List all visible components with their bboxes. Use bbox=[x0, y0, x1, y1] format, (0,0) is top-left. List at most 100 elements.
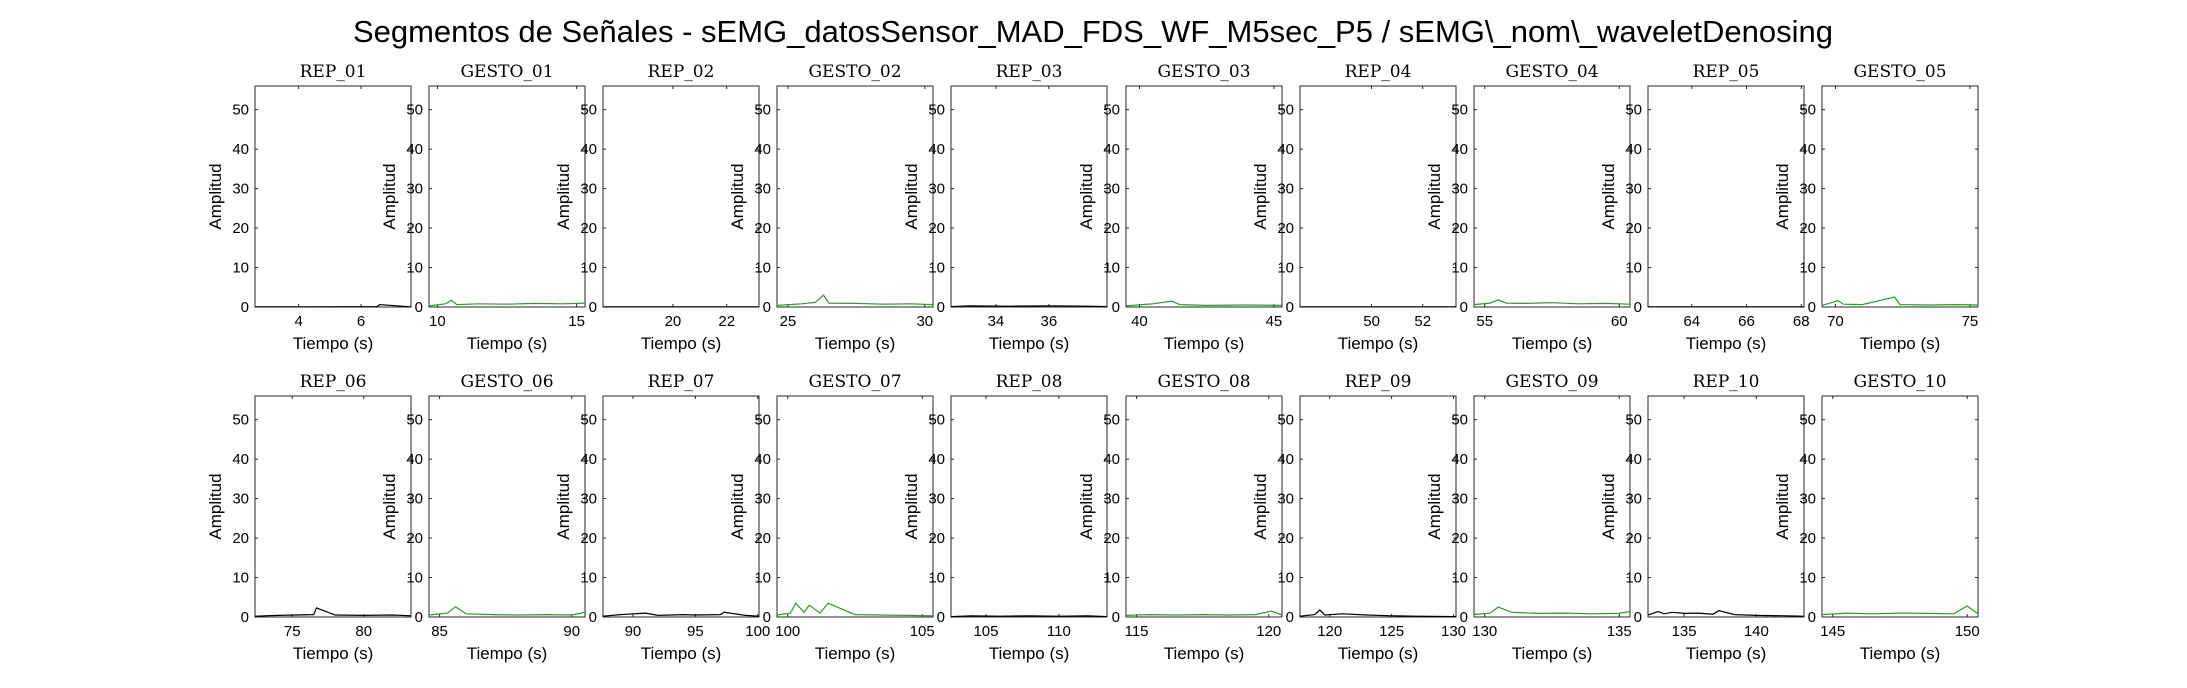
signal-series-line bbox=[1647, 610, 1805, 617]
y-tick-label: 30 bbox=[580, 181, 597, 198]
y-tick-label: 0 bbox=[1460, 299, 1468, 316]
subplot-title: GESTO_06 bbox=[460, 372, 553, 392]
signal-series-line bbox=[1125, 610, 1283, 616]
x-tick-label: 20 bbox=[665, 313, 682, 330]
y-tick-label: 50 bbox=[580, 412, 597, 429]
subplot-title: GESTO_03 bbox=[1157, 62, 1250, 82]
x-tick-label: 50 bbox=[1363, 313, 1380, 330]
x-axis-label: Tiempo (s) bbox=[293, 334, 374, 353]
y-axis-label: Amplitud bbox=[380, 163, 399, 229]
x-axis-label: Tiempo (s) bbox=[467, 334, 548, 353]
y-axis-label: Amplitud bbox=[554, 473, 573, 539]
y-axis-label: Amplitud bbox=[380, 473, 399, 539]
y-tick-label: 10 bbox=[406, 260, 423, 277]
y-axis-label: Amplitud bbox=[1077, 473, 1096, 539]
subplot-gesto-04: GESTO_04 0 10 20 30 40 50 55 60 Tiempo (s) Amplitu… bbox=[1425, 62, 1631, 353]
y-tick-label: 50 bbox=[406, 412, 423, 429]
x-tick-label: 45 bbox=[1266, 313, 1283, 330]
axes-frame bbox=[950, 85, 1108, 308]
y-tick-label: 30 bbox=[928, 491, 945, 508]
y-tick-label: 30 bbox=[1451, 491, 1468, 508]
y-axis-label: Amplitud bbox=[1251, 473, 1270, 539]
x-tick-label: 130 bbox=[1441, 623, 1466, 640]
y-tick-label: 40 bbox=[406, 451, 423, 468]
signal-series-line bbox=[428, 299, 586, 307]
y-tick-label: 30 bbox=[232, 491, 249, 508]
y-tick-label: 0 bbox=[589, 609, 597, 626]
axes-frame bbox=[1125, 85, 1283, 308]
y-tick-label: 10 bbox=[1103, 260, 1120, 277]
y-tick-label: 50 bbox=[1799, 412, 1816, 429]
y-tick-label: 20 bbox=[1625, 530, 1642, 547]
axes-frame bbox=[602, 395, 760, 618]
x-tick-label: 105 bbox=[973, 623, 998, 640]
subplot-title: REP_07 bbox=[648, 372, 715, 392]
x-tick-label: 120 bbox=[1317, 623, 1342, 640]
x-tick-label: 40 bbox=[1131, 313, 1148, 330]
y-tick-label: 40 bbox=[1103, 141, 1120, 158]
x-tick-label: 4 bbox=[295, 313, 303, 330]
x-tick-label: 30 bbox=[916, 313, 933, 330]
y-tick-label: 20 bbox=[1451, 220, 1468, 237]
y-axis-label: Amplitud bbox=[1599, 473, 1618, 539]
x-tick-label: 80 bbox=[355, 623, 372, 640]
y-tick-label: 10 bbox=[580, 260, 597, 277]
y-tick-label: 50 bbox=[754, 102, 771, 119]
y-tick-label: 30 bbox=[1625, 181, 1642, 198]
y-tick-label: 0 bbox=[589, 299, 597, 316]
axes-frame bbox=[428, 85, 586, 308]
y-tick-label: 10 bbox=[1451, 570, 1468, 587]
y-tick-label: 20 bbox=[1277, 530, 1294, 547]
subplot-title: REP_05 bbox=[1693, 62, 1760, 82]
x-tick-label: 70 bbox=[1827, 313, 1844, 330]
y-tick-label: 10 bbox=[406, 570, 423, 587]
y-tick-label: 20 bbox=[580, 220, 597, 237]
y-axis-label: Amplitud bbox=[728, 473, 747, 539]
y-tick-label: 10 bbox=[1625, 570, 1642, 587]
x-tick-label: 10 bbox=[429, 313, 446, 330]
subplot-title: REP_02 bbox=[648, 62, 715, 82]
x-tick-label: 130 bbox=[1472, 623, 1497, 640]
y-tick-label: 40 bbox=[1799, 451, 1816, 468]
y-tick-label: 50 bbox=[580, 102, 597, 119]
axes-frame bbox=[1299, 395, 1457, 618]
subplot-gesto-03: GESTO_03 0 10 20 30 40 50 40 45 Tiempo (s) Amplitu… bbox=[1077, 62, 1283, 353]
y-tick-label: 0 bbox=[1634, 609, 1642, 626]
y-tick-label: 40 bbox=[928, 141, 945, 158]
x-tick-label: 125 bbox=[1379, 623, 1404, 640]
y-tick-label: 40 bbox=[1277, 451, 1294, 468]
axes-frame bbox=[950, 395, 1108, 618]
y-tick-label: 10 bbox=[1103, 570, 1120, 587]
x-axis-label: Tiempo (s) bbox=[1164, 334, 1245, 353]
y-tick-label: 10 bbox=[1625, 260, 1642, 277]
y-tick-label: 0 bbox=[1808, 609, 1816, 626]
y-tick-label: 10 bbox=[928, 570, 945, 587]
y-tick-label: 0 bbox=[1286, 609, 1294, 626]
y-tick-label: 40 bbox=[1625, 451, 1642, 468]
signal-series-line bbox=[1473, 606, 1631, 616]
axes-frame bbox=[1821, 85, 1979, 308]
subplot-title: GESTO_01 bbox=[460, 62, 553, 82]
y-tick-label: 30 bbox=[580, 491, 597, 508]
y-tick-label: 30 bbox=[1451, 181, 1468, 198]
x-tick-label: 55 bbox=[1476, 313, 1493, 330]
x-tick-label: 25 bbox=[780, 313, 797, 330]
axes-frame bbox=[254, 85, 412, 308]
subplot-title: GESTO_09 bbox=[1505, 372, 1598, 392]
y-axis-label: Amplitud bbox=[206, 163, 225, 229]
y-tick-label: 40 bbox=[1103, 451, 1120, 468]
x-tick-label: 145 bbox=[1820, 623, 1845, 640]
x-tick-label: 34 bbox=[988, 313, 1005, 330]
y-tick-label: 0 bbox=[415, 299, 423, 316]
axes-frame bbox=[254, 395, 412, 618]
subplot-title: REP_10 bbox=[1693, 372, 1760, 392]
y-tick-label: 0 bbox=[1460, 609, 1468, 626]
y-tick-label: 30 bbox=[1625, 491, 1642, 508]
subplot-rep-02: REP_02 0 10 20 30 40 50 20 22 Tiempo (s) Amplitud bbox=[554, 62, 760, 353]
x-axis-label: Tiempo (s) bbox=[293, 644, 374, 663]
y-axis-label: Amplitud bbox=[728, 163, 747, 229]
y-tick-label: 0 bbox=[241, 609, 249, 626]
x-tick-label: 100 bbox=[775, 623, 800, 640]
y-tick-label: 50 bbox=[1277, 412, 1294, 429]
y-tick-label: 20 bbox=[1799, 530, 1816, 547]
